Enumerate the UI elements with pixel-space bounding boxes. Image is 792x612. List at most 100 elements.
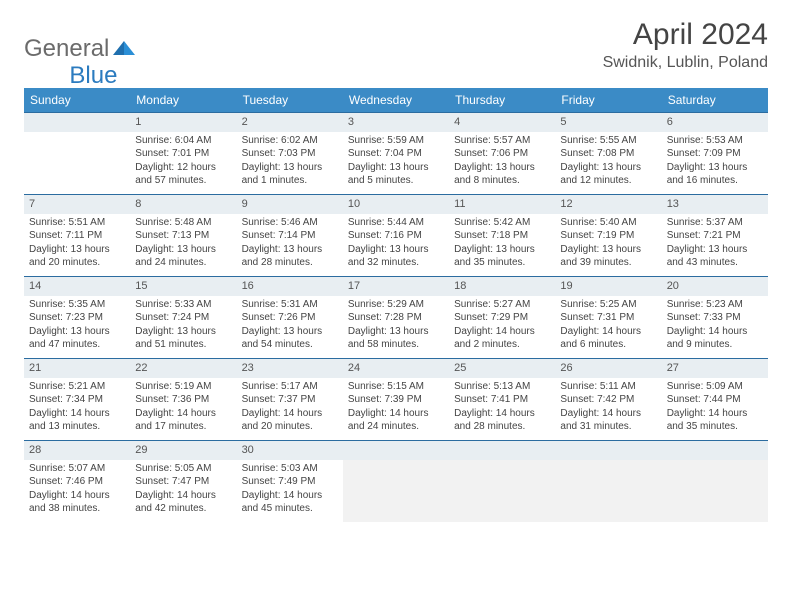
calendar-cell: 11Sunrise: 5:42 AMSunset: 7:18 PMDayligh… bbox=[449, 194, 555, 276]
daylight-text-1: Daylight: 13 hours bbox=[348, 325, 444, 339]
sunrise-text: Sunrise: 5:19 AM bbox=[135, 380, 231, 394]
day-number: 24 bbox=[343, 358, 449, 378]
day-number-row bbox=[555, 440, 661, 460]
weekday-header: Monday bbox=[130, 88, 236, 112]
calendar-cell: 3Sunrise: 5:59 AMSunset: 7:04 PMDaylight… bbox=[343, 112, 449, 194]
sunset-text: Sunset: 7:34 PM bbox=[29, 393, 125, 407]
day-details: Sunrise: 5:40 AMSunset: 7:19 PMDaylight:… bbox=[555, 214, 661, 274]
day-number: 17 bbox=[343, 276, 449, 296]
day-number: 7 bbox=[24, 194, 130, 214]
calendar-cell: 15Sunrise: 5:33 AMSunset: 7:24 PMDayligh… bbox=[130, 276, 236, 358]
daylight-text-2: and 47 minutes. bbox=[29, 338, 125, 352]
daylight-text-2: and 6 minutes. bbox=[560, 338, 656, 352]
daylight-text-1: Daylight: 13 hours bbox=[242, 161, 338, 175]
calendar-cell: 18Sunrise: 5:27 AMSunset: 7:29 PMDayligh… bbox=[449, 276, 555, 358]
daylight-text-1: Daylight: 13 hours bbox=[560, 243, 656, 257]
daylight-text-2: and 51 minutes. bbox=[135, 338, 231, 352]
sunset-text: Sunset: 7:31 PM bbox=[560, 311, 656, 325]
day-number: 18 bbox=[449, 276, 555, 296]
day-details: Sunrise: 5:46 AMSunset: 7:14 PMDaylight:… bbox=[237, 214, 343, 274]
daylight-text-2: and 9 minutes. bbox=[667, 338, 763, 352]
daylight-text-1: Daylight: 14 hours bbox=[242, 489, 338, 503]
day-details: Sunrise: 5:48 AMSunset: 7:13 PMDaylight:… bbox=[130, 214, 236, 274]
daylight-text-1: Daylight: 14 hours bbox=[242, 407, 338, 421]
day-number: 29 bbox=[130, 440, 236, 460]
sunrise-text: Sunrise: 5:15 AM bbox=[348, 380, 444, 394]
calendar-page: General Blue April 2024 Swidnik, Lublin,… bbox=[0, 0, 792, 532]
sunrise-text: Sunrise: 5:33 AM bbox=[135, 298, 231, 312]
daylight-text-2: and 38 minutes. bbox=[29, 502, 125, 516]
sunset-text: Sunset: 7:41 PM bbox=[454, 393, 550, 407]
day-number: 19 bbox=[555, 276, 661, 296]
day-number: 12 bbox=[555, 194, 661, 214]
sunrise-text: Sunrise: 5:51 AM bbox=[29, 216, 125, 230]
sunrise-text: Sunrise: 5:11 AM bbox=[560, 380, 656, 394]
daylight-text-1: Daylight: 14 hours bbox=[29, 489, 125, 503]
sunrise-text: Sunrise: 5:03 AM bbox=[242, 462, 338, 476]
day-number: 23 bbox=[237, 358, 343, 378]
day-details: Sunrise: 6:04 AMSunset: 7:01 PMDaylight:… bbox=[130, 132, 236, 192]
calendar-cell: 23Sunrise: 5:17 AMSunset: 7:37 PMDayligh… bbox=[237, 358, 343, 440]
calendar-week-row: 14Sunrise: 5:35 AMSunset: 7:23 PMDayligh… bbox=[24, 276, 768, 358]
day-details: Sunrise: 5:25 AMSunset: 7:31 PMDaylight:… bbox=[555, 296, 661, 356]
sunrise-text: Sunrise: 5:37 AM bbox=[667, 216, 763, 230]
daylight-text-1: Daylight: 13 hours bbox=[242, 325, 338, 339]
sunrise-text: Sunrise: 6:02 AM bbox=[242, 134, 338, 148]
sunset-text: Sunset: 7:33 PM bbox=[667, 311, 763, 325]
brand-blue: Blue bbox=[69, 62, 117, 90]
weekday-header-row: Sunday Monday Tuesday Wednesday Thursday… bbox=[24, 88, 768, 112]
daylight-text-2: and 24 minutes. bbox=[135, 256, 231, 270]
day-number: 26 bbox=[555, 358, 661, 378]
sunrise-text: Sunrise: 5:07 AM bbox=[29, 462, 125, 476]
daylight-text-1: Daylight: 13 hours bbox=[560, 161, 656, 175]
daylight-text-2: and 1 minutes. bbox=[242, 174, 338, 188]
day-number: 10 bbox=[343, 194, 449, 214]
sunrise-text: Sunrise: 6:04 AM bbox=[135, 134, 231, 148]
calendar-cell: 2Sunrise: 6:02 AMSunset: 7:03 PMDaylight… bbox=[237, 112, 343, 194]
day-details: Sunrise: 5:09 AMSunset: 7:44 PMDaylight:… bbox=[662, 378, 768, 438]
sunset-text: Sunset: 7:36 PM bbox=[135, 393, 231, 407]
daylight-text-1: Daylight: 12 hours bbox=[135, 161, 231, 175]
daylight-text-1: Daylight: 13 hours bbox=[667, 243, 763, 257]
daylight-text-1: Daylight: 14 hours bbox=[29, 407, 125, 421]
calendar-cell: 9Sunrise: 5:46 AMSunset: 7:14 PMDaylight… bbox=[237, 194, 343, 276]
day-number-row bbox=[449, 440, 555, 460]
calendar-cell: 8Sunrise: 5:48 AMSunset: 7:13 PMDaylight… bbox=[130, 194, 236, 276]
sunset-text: Sunset: 7:01 PM bbox=[135, 147, 231, 161]
day-details: Sunrise: 5:19 AMSunset: 7:36 PMDaylight:… bbox=[130, 378, 236, 438]
calendar-cell: 12Sunrise: 5:40 AMSunset: 7:19 PMDayligh… bbox=[555, 194, 661, 276]
daylight-text-1: Daylight: 13 hours bbox=[135, 243, 231, 257]
day-number: 4 bbox=[449, 112, 555, 132]
calendar-cell: 17Sunrise: 5:29 AMSunset: 7:28 PMDayligh… bbox=[343, 276, 449, 358]
day-number: 8 bbox=[130, 194, 236, 214]
sunset-text: Sunset: 7:37 PM bbox=[242, 393, 338, 407]
calendar-cell bbox=[449, 440, 555, 522]
sunset-text: Sunset: 7:42 PM bbox=[560, 393, 656, 407]
day-details: Sunrise: 6:02 AMSunset: 7:03 PMDaylight:… bbox=[237, 132, 343, 192]
brand-logo: General Blue bbox=[24, 18, 117, 76]
sunset-text: Sunset: 7:04 PM bbox=[348, 147, 444, 161]
day-details: Sunrise: 5:05 AMSunset: 7:47 PMDaylight:… bbox=[130, 460, 236, 520]
sunset-text: Sunset: 7:47 PM bbox=[135, 475, 231, 489]
sunset-text: Sunset: 7:03 PM bbox=[242, 147, 338, 161]
daylight-text-2: and 17 minutes. bbox=[135, 420, 231, 434]
day-number: 16 bbox=[237, 276, 343, 296]
daylight-text-1: Daylight: 13 hours bbox=[29, 325, 125, 339]
day-details: Sunrise: 5:33 AMSunset: 7:24 PMDaylight:… bbox=[130, 296, 236, 356]
daylight-text-1: Daylight: 13 hours bbox=[667, 161, 763, 175]
day-details: Sunrise: 5:35 AMSunset: 7:23 PMDaylight:… bbox=[24, 296, 130, 356]
daylight-text-2: and 43 minutes. bbox=[667, 256, 763, 270]
sunrise-text: Sunrise: 5:23 AM bbox=[667, 298, 763, 312]
sunset-text: Sunset: 7:29 PM bbox=[454, 311, 550, 325]
daylight-text-2: and 13 minutes. bbox=[29, 420, 125, 434]
sunrise-text: Sunrise: 5:46 AM bbox=[242, 216, 338, 230]
calendar-cell: 13Sunrise: 5:37 AMSunset: 7:21 PMDayligh… bbox=[662, 194, 768, 276]
daylight-text-1: Daylight: 14 hours bbox=[454, 407, 550, 421]
calendar-cell: 30Sunrise: 5:03 AMSunset: 7:49 PMDayligh… bbox=[237, 440, 343, 522]
sunrise-text: Sunrise: 5:55 AM bbox=[560, 134, 656, 148]
daylight-text-2: and 20 minutes. bbox=[242, 420, 338, 434]
title-block: April 2024 Swidnik, Lublin, Poland bbox=[603, 18, 768, 72]
calendar-cell: 28Sunrise: 5:07 AMSunset: 7:46 PMDayligh… bbox=[24, 440, 130, 522]
daylight-text-2: and 58 minutes. bbox=[348, 338, 444, 352]
calendar-cell: 10Sunrise: 5:44 AMSunset: 7:16 PMDayligh… bbox=[343, 194, 449, 276]
